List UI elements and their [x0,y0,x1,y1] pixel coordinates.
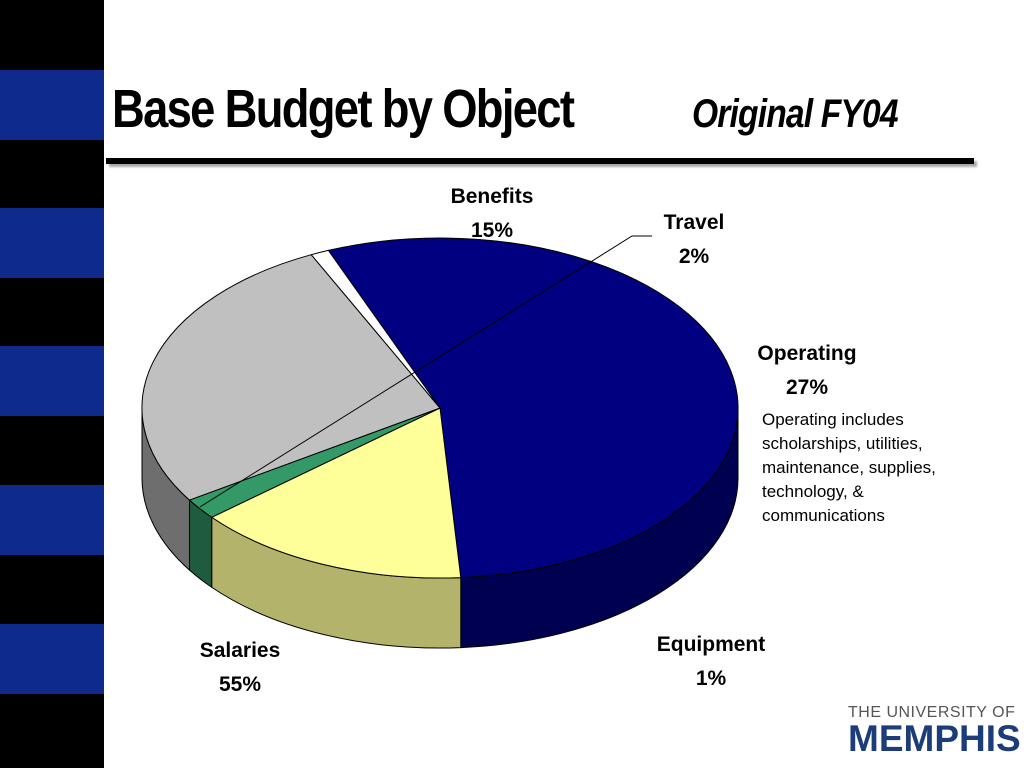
slice-value-operating: 27% [785,376,829,399]
sidebar-stripe [0,624,104,694]
sidebar-stripe [0,208,104,278]
logo-wordmark: MEMPHIS [848,718,1021,759]
travel-leader-line [199,235,652,508]
pie-slice-operating [141,254,441,501]
slice-name-benefits: Benefits [450,185,534,208]
sidebar-stripe [0,346,104,416]
slice-value-equipment: 1% [695,667,727,690]
title-main: Base Budget by Object [112,79,575,139]
slice-value-salaries: 55% [218,673,262,696]
slice-label-operating: Operating 27% [740,337,874,405]
slice-value-benefits: 15% [470,219,514,242]
slice-name-travel: Travel [663,211,725,234]
slice-value-travel: 2% [678,245,710,268]
slice-label-equipment: Equipment 1% [638,628,784,696]
slice-label-benefits: Benefits 15% [432,180,552,248]
sidebar-stripe [0,70,104,140]
slice-name-operating: Operating [757,342,857,365]
title-subtitle: Original FY04 [692,92,899,136]
slice-label-travel: Travel 2% [640,206,748,274]
pie-slice-salaries [327,237,739,579]
sidebar [0,0,104,768]
university-logo: THE UNIVERSITY OF MEMPHIS [848,704,1021,758]
operating-note: Operating includes scholarships, utiliti… [762,410,936,525]
slice-name-salaries: Salaries [199,639,281,662]
pie-slice-benefits [210,407,462,579]
title-underline [106,158,974,164]
slice-name-equipment: Equipment [656,633,766,656]
pie-slice-equipment [310,249,441,409]
logo-top-text: THE UNIVERSITY OF [848,704,1016,721]
slice-label-salaries: Salaries 55% [180,634,300,702]
sidebar-stripe [0,485,104,555]
slide-title: Base Budget by Object Original FY04 [112,78,899,140]
